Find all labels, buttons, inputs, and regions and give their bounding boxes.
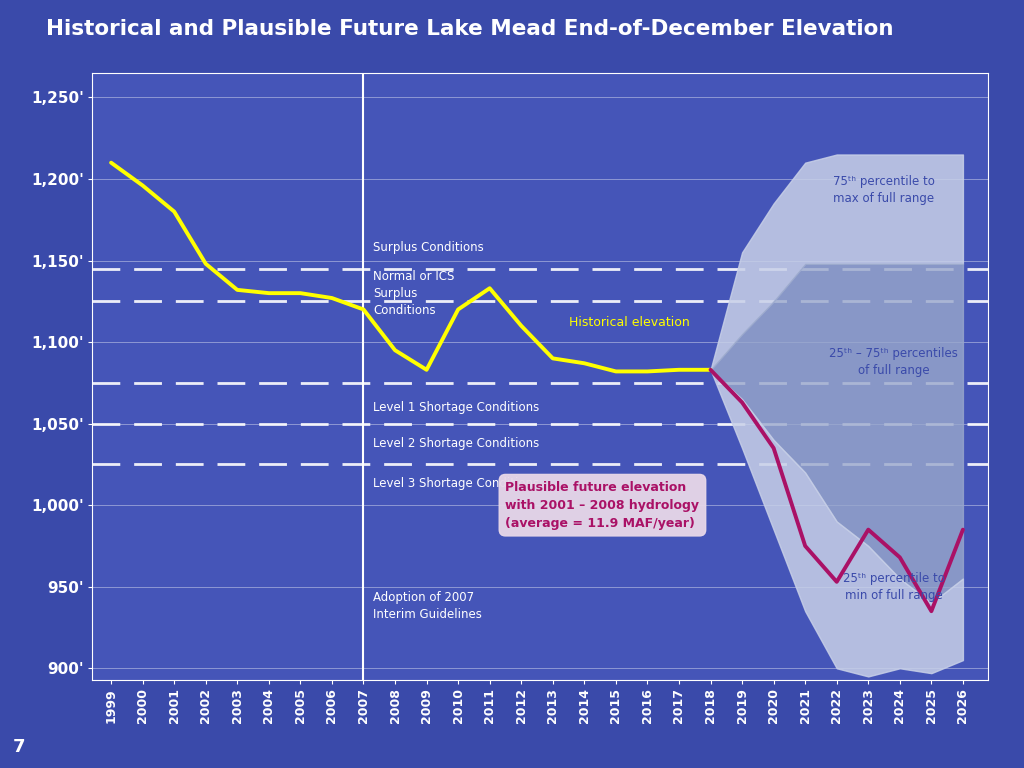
Text: Surplus Conditions: Surplus Conditions (373, 241, 483, 254)
Text: Normal or ICS
Surplus
Conditions: Normal or ICS Surplus Conditions (373, 270, 455, 316)
Text: 7: 7 (12, 739, 25, 756)
Text: 75ᵗʰ percentile to
max of full range: 75ᵗʰ percentile to max of full range (834, 175, 935, 205)
Text: Level 3 Shortage Conditions: Level 3 Shortage Conditions (373, 478, 539, 491)
Text: Historical elevation: Historical elevation (568, 316, 689, 329)
Text: Level 1 Shortage Conditions: Level 1 Shortage Conditions (373, 401, 540, 414)
Text: Adoption of 2007
Interim Guidelines: Adoption of 2007 Interim Guidelines (373, 591, 482, 621)
Text: 25ᵗʰ – 75ᵗʰ percentiles
of full range: 25ᵗʰ – 75ᵗʰ percentiles of full range (829, 346, 957, 376)
Text: Plausible future elevation
with 2001 – 2008 hydrology
(average = 11.9 MAF/year): Plausible future elevation with 2001 – 2… (506, 481, 699, 530)
Text: Level 2 Shortage Conditions: Level 2 Shortage Conditions (373, 437, 540, 450)
Text: Historical and Plausible Future Lake Mead End-of-December Elevation: Historical and Plausible Future Lake Mea… (46, 19, 894, 39)
Text: 25ᵗʰ percentile to
min of full range: 25ᵗʰ percentile to min of full range (843, 571, 944, 601)
